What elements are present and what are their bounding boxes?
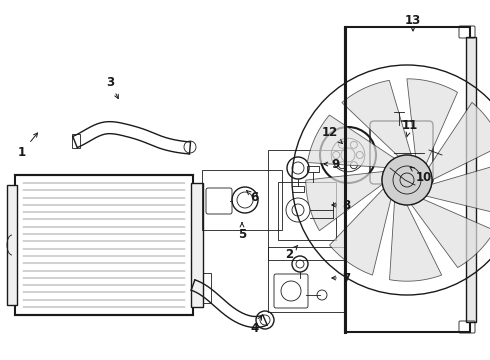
Bar — [345, 27, 470, 332]
Polygon shape — [429, 102, 490, 180]
Polygon shape — [411, 199, 490, 267]
Polygon shape — [330, 189, 391, 275]
Bar — [268, 150, 346, 260]
Bar — [15, 175, 193, 315]
Bar — [278, 182, 336, 240]
Text: 6: 6 — [247, 190, 258, 203]
Bar — [382, 178, 397, 186]
Polygon shape — [307, 115, 394, 167]
Bar — [268, 247, 346, 312]
Bar — [307, 166, 319, 172]
Bar — [203, 273, 211, 303]
Text: 1: 1 — [18, 133, 38, 158]
Polygon shape — [342, 80, 411, 157]
Bar — [72, 134, 80, 148]
Bar — [466, 37, 476, 322]
Text: 9: 9 — [324, 158, 340, 171]
Text: 7: 7 — [332, 271, 350, 284]
Circle shape — [382, 155, 432, 205]
Text: 12: 12 — [322, 126, 343, 144]
Text: 5: 5 — [238, 223, 246, 242]
Text: 3: 3 — [106, 76, 118, 99]
Bar — [7, 185, 17, 305]
Text: 2: 2 — [285, 245, 298, 261]
Polygon shape — [426, 162, 490, 215]
Polygon shape — [390, 202, 441, 281]
Bar — [292, 186, 304, 192]
Bar — [202, 170, 282, 230]
Bar — [191, 183, 203, 307]
Polygon shape — [407, 79, 458, 164]
Text: 13: 13 — [405, 14, 421, 31]
Text: 10: 10 — [410, 167, 432, 184]
Text: 4: 4 — [251, 316, 262, 336]
Polygon shape — [306, 171, 384, 231]
Text: 8: 8 — [332, 198, 350, 212]
Text: 11: 11 — [402, 118, 418, 137]
